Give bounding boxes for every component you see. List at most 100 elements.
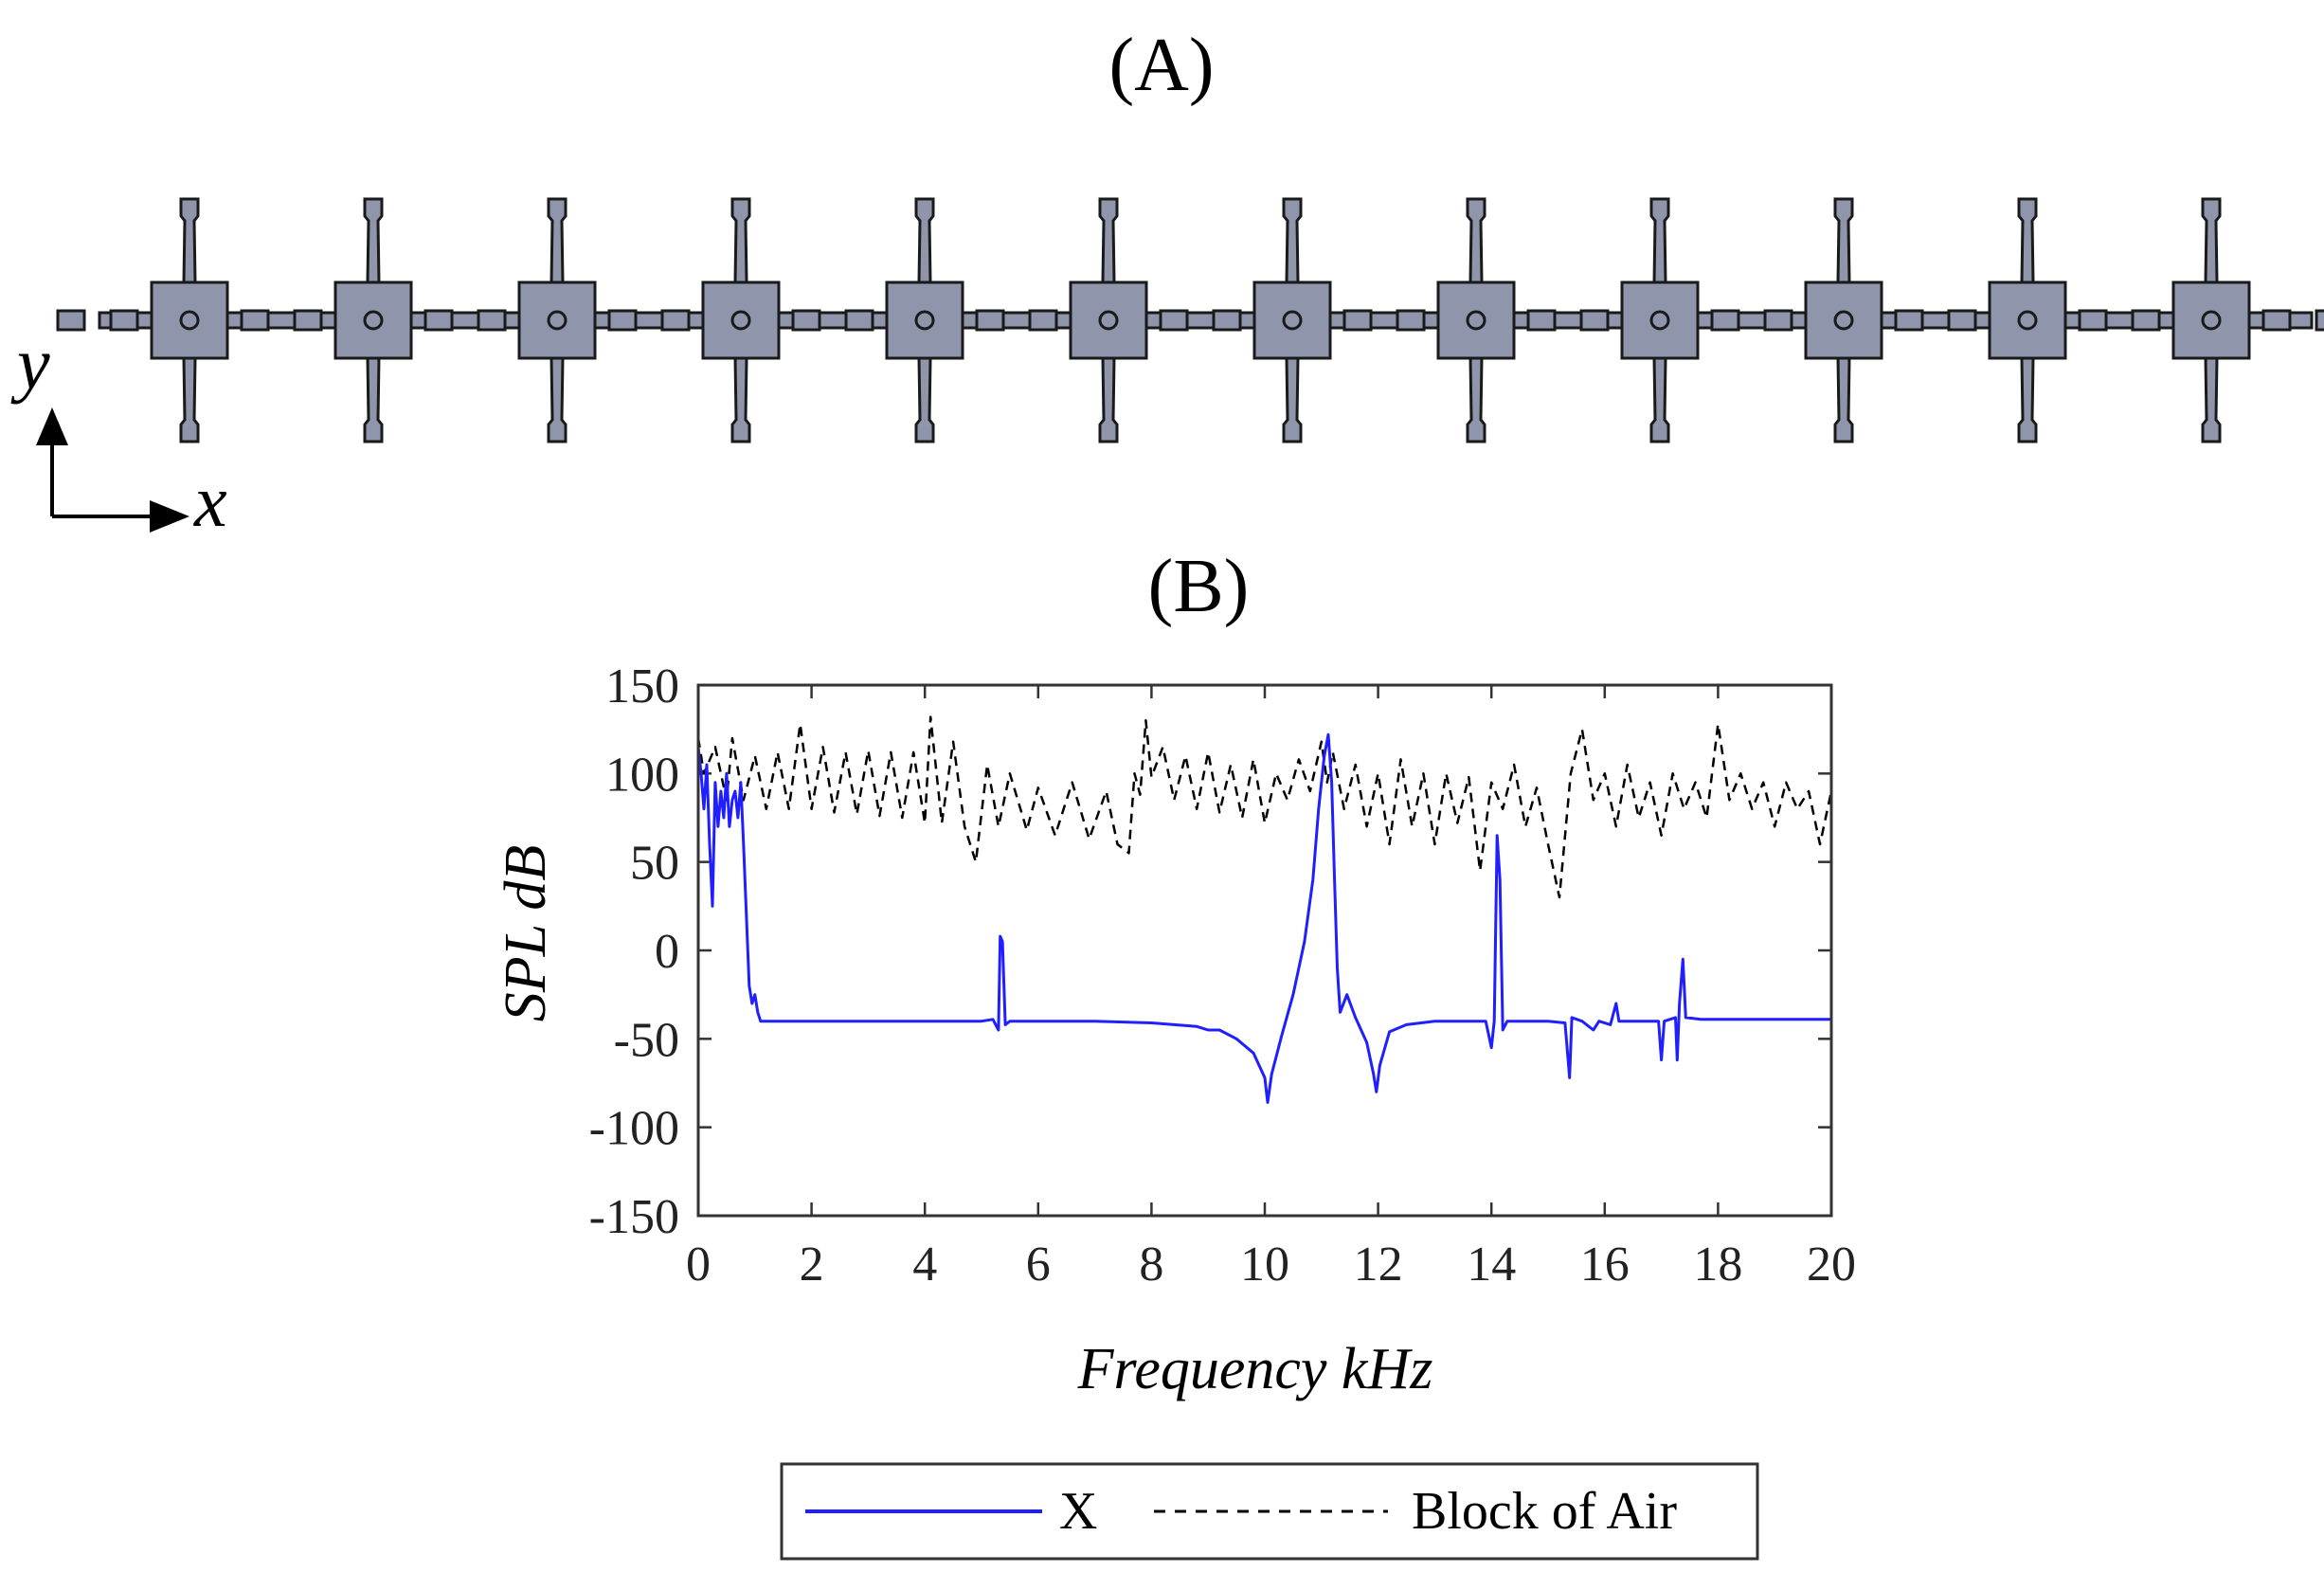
rod-joint [1710, 309, 1740, 332]
x-tick-label: 2 [800, 1238, 824, 1292]
x-tick-label: 14 [1467, 1238, 1516, 1292]
cell-bottom-stub [1282, 356, 1303, 443]
series-line-x [696, 732, 1831, 1104]
cell-bottom-stub [547, 356, 567, 443]
cell-bottom-stub [363, 356, 384, 443]
rod-joint [1894, 309, 1924, 332]
rod-joint [109, 309, 139, 332]
rod-joint [607, 309, 638, 332]
y-arrowhead-icon [36, 407, 68, 445]
cell-top-stub [547, 197, 567, 284]
cell-top-stub [1098, 197, 1119, 284]
x-tick-label: 6 [1026, 1238, 1051, 1292]
y-tick-label: 50 [630, 837, 679, 891]
cell-bottom-stub [1466, 356, 1486, 443]
legend: X Block of Air [780, 1462, 1759, 1561]
x-tick-label: 18 [1693, 1238, 1742, 1292]
rod-joint [477, 309, 507, 332]
legend-label-block-of-air: Block of Air [1412, 1482, 1677, 1541]
cell-bottom-stub [1098, 356, 1119, 443]
legend-label-x: X [1059, 1482, 1097, 1541]
cell-top-stub [914, 197, 935, 284]
cell-bottom-stub [914, 356, 935, 443]
rod-joint [1396, 309, 1426, 332]
cell-hole [2017, 310, 2038, 331]
x-tick-label: 4 [912, 1238, 937, 1292]
y-tick-label: -50 [614, 1013, 679, 1067]
x-tick-label: 20 [1807, 1238, 1856, 1292]
unit-cell [1620, 197, 1700, 443]
rod-joint [1526, 309, 1557, 332]
unit-cell [701, 197, 781, 443]
unit-cell [150, 197, 229, 443]
cell-bottom-stub [2017, 356, 2038, 443]
rod-joint [2315, 309, 2324, 332]
rod-joint [1342, 309, 1373, 332]
cell-hole [179, 310, 200, 331]
y-axis-title: SPL dB [494, 845, 558, 1022]
rod-joint [1763, 309, 1793, 332]
panel-a-label: (A) [1108, 24, 1214, 107]
axis-y-indicator-label: y [10, 322, 50, 405]
panel-b-label: (B) [1148, 545, 1250, 628]
rod-joint [293, 309, 323, 332]
rod-joint [660, 309, 691, 332]
cell-hole [1466, 310, 1486, 331]
cell-hole [1282, 310, 1303, 331]
cell-hole [2201, 310, 2222, 331]
unit-cell [1988, 197, 2067, 443]
rod-joint [240, 309, 270, 332]
x-tick-label: 8 [1139, 1238, 1163, 1292]
unit-cell [1436, 197, 1516, 443]
cell-bottom-stub [2201, 356, 2222, 443]
cell-bottom-stub [730, 356, 751, 443]
x-ticks: 0 2 4 6 8 10 12 14 16 18 20 [686, 685, 1856, 1292]
y-tick-label: -100 [589, 1102, 679, 1156]
rod-joint [1579, 309, 1610, 332]
cell-hole [1833, 310, 1854, 331]
rod-joint [975, 309, 1005, 332]
cell-hole [1098, 310, 1119, 331]
rod-joint [2261, 309, 2292, 332]
x-tick-label: 16 [1580, 1238, 1630, 1292]
rod-joint [1947, 309, 1977, 332]
cell-hole [547, 310, 567, 331]
cell-top-stub [1466, 197, 1486, 284]
metamaterial-chain [56, 197, 2324, 443]
cell-top-stub [2201, 197, 2222, 284]
x-tick-label: 0 [686, 1238, 711, 1292]
x-tick-label: 12 [1354, 1238, 1403, 1292]
rod-joint [844, 309, 874, 332]
cell-bottom-stub [179, 356, 200, 443]
plot-frame [696, 683, 1833, 1218]
connecting-rod [98, 311, 2314, 330]
unit-cell [1804, 197, 1883, 443]
cell-bottom-stub [1833, 356, 1854, 443]
coordinate-axes-icon: y x [10, 322, 227, 542]
cell-hole [914, 310, 935, 331]
rod-joint [1028, 309, 1058, 332]
y-tick-label: 150 [605, 660, 679, 714]
rod-joint [423, 309, 454, 332]
x-tick-label: 10 [1240, 1238, 1289, 1292]
cell-top-stub [1649, 197, 1670, 284]
cell-hole [1649, 310, 1670, 331]
rod-joint [56, 309, 86, 332]
series-line-block-of-air [696, 715, 1833, 899]
rod-joint [1212, 309, 1242, 332]
x-arrowhead-icon [150, 500, 189, 533]
axis-x-indicator-label: x [193, 460, 227, 542]
y-tick-label: 100 [605, 748, 679, 802]
rod-joint [1159, 309, 1189, 332]
cell-hole [730, 310, 751, 331]
cell-top-stub [2017, 197, 2038, 284]
cell-top-stub [363, 197, 384, 284]
spl-chart: 150 100 50 0 -50 -100 -150 0 2 4 6 8 10 12 14 16 18 20 [589, 660, 1856, 1292]
rod-joint [2078, 309, 2108, 332]
unit-cell [1069, 197, 1148, 443]
rod-joint [2131, 309, 2161, 332]
unit-cell [1252, 197, 1332, 443]
y-tick-label: 0 [655, 925, 679, 979]
cell-top-stub [1833, 197, 1854, 284]
